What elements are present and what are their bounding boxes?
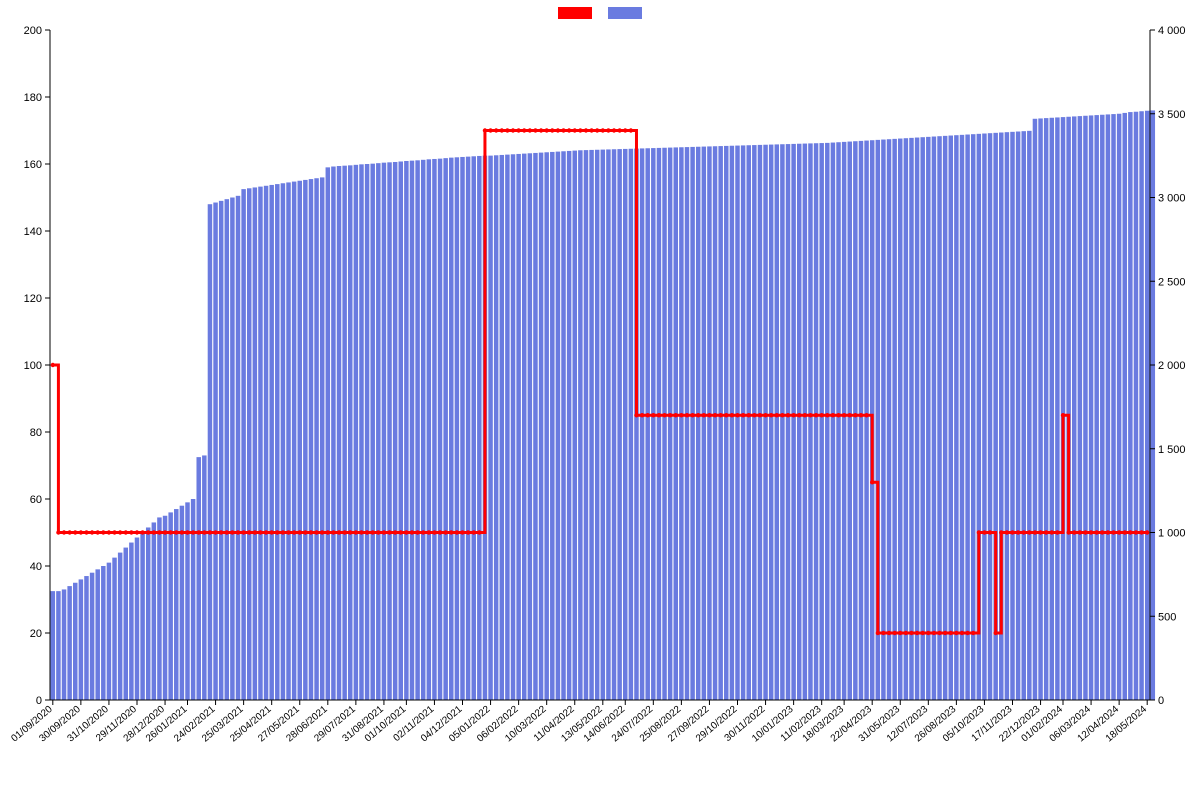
svg-text:140: 140 (24, 226, 42, 238)
legend-swatch-series1 (558, 7, 592, 19)
svg-text:500: 500 (1158, 611, 1176, 623)
svg-text:2 000: 2 000 (1158, 360, 1186, 372)
svg-text:3 000: 3 000 (1158, 193, 1186, 205)
legend-swatch-series2 (608, 7, 642, 19)
svg-text:1 500: 1 500 (1158, 444, 1186, 456)
svg-text:0: 0 (1158, 695, 1164, 707)
svg-text:120: 120 (24, 293, 42, 305)
svg-text:20: 20 (30, 628, 42, 640)
svg-text:2 500: 2 500 (1158, 276, 1186, 288)
svg-text:0: 0 (36, 695, 42, 707)
svg-text:60: 60 (30, 494, 42, 506)
svg-text:180: 180 (24, 92, 42, 104)
svg-text:100: 100 (24, 360, 42, 372)
dual-axis-chart: 0 20 40 60 80 100 120 140 160 180 200 0 500 1 000 1 50… (0, 0, 1200, 800)
svg-text:80: 80 (30, 427, 42, 439)
svg-text:40: 40 (30, 561, 42, 573)
legend (0, 4, 1200, 22)
svg-text:3 500: 3 500 (1158, 109, 1186, 121)
svg-text:200: 200 (24, 25, 42, 37)
svg-text:4 000: 4 000 (1158, 25, 1186, 37)
svg-text:160: 160 (24, 159, 42, 171)
legend-item-series2 (608, 4, 642, 22)
svg-text:1 000: 1 000 (1158, 528, 1186, 540)
legend-item-series1 (558, 4, 592, 22)
